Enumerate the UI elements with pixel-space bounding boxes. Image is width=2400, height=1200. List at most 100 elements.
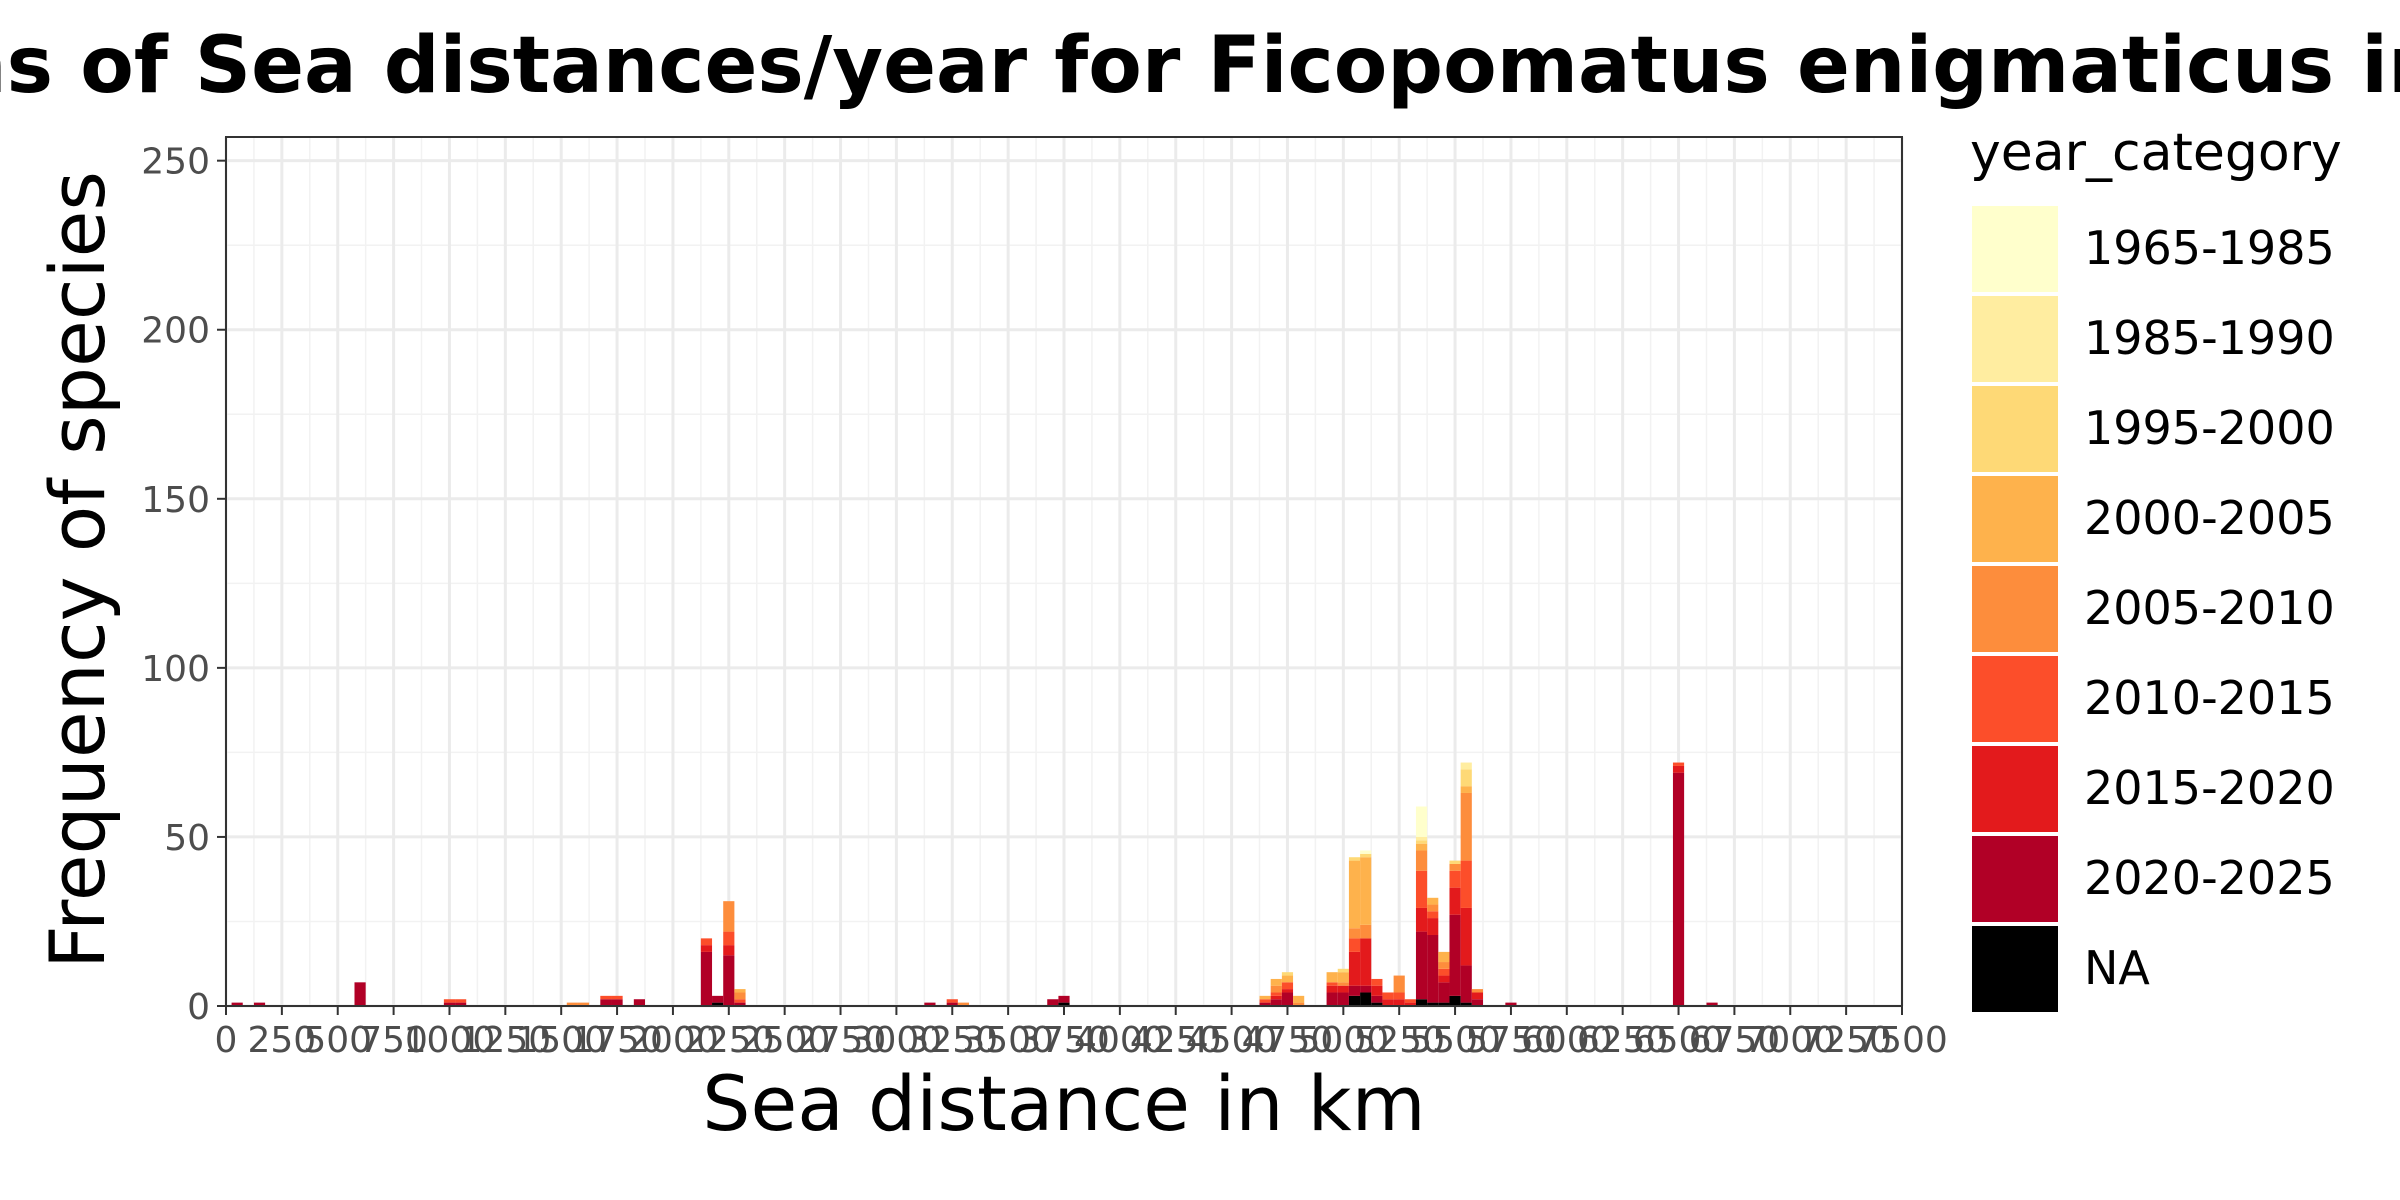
- bar-segment: [947, 999, 958, 1002]
- plot-panel: [226, 137, 1902, 1006]
- y-axis-title: Frequency of species: [33, 171, 122, 969]
- legend-swatch: [1972, 566, 2058, 652]
- bar-segment: [1282, 972, 1293, 975]
- bar-segment: [1427, 935, 1438, 1003]
- bar-segment: [1382, 999, 1393, 1006]
- x-tick-label: 7500: [1856, 1020, 1948, 1061]
- legend-swatch: [1972, 836, 2058, 922]
- bar-segment: [712, 996, 723, 1003]
- bar-segment: [1472, 989, 1483, 992]
- bar-segment: [1338, 986, 1349, 993]
- bar-segment: [611, 999, 622, 1006]
- bar-segment: [1394, 992, 1405, 999]
- bar-segment: [1449, 888, 1460, 915]
- legend-label: 2010-2015: [2084, 671, 2335, 725]
- bar-segment: [1360, 854, 1371, 857]
- bar-segment: [1382, 992, 1393, 999]
- bar-segment: [1427, 911, 1438, 918]
- y-tick-label: 250: [141, 142, 210, 183]
- y-tick-label: 0: [187, 987, 210, 1028]
- legend-label: 2005-2010: [2084, 581, 2335, 635]
- bar-segment: [1416, 837, 1427, 840]
- bar-segment: [1461, 763, 1472, 770]
- bar-segment: [1338, 982, 1349, 985]
- bar-segment: [1394, 999, 1405, 1006]
- bar-segment: [1260, 996, 1271, 999]
- bar-segment: [1438, 969, 1449, 976]
- bar-segment: [1449, 871, 1460, 888]
- bar-segment: [634, 999, 645, 1006]
- legend-label: 1995-2000: [2084, 401, 2335, 455]
- bar-segment: [1461, 908, 1472, 965]
- bar-segment: [1438, 982, 1449, 1002]
- bar-segment: [1271, 979, 1282, 986]
- bar-segment: [444, 999, 455, 1002]
- legend-label: 1965-1985: [2084, 221, 2335, 275]
- bar-segment: [1260, 999, 1271, 1002]
- bar-segment: [1327, 982, 1338, 985]
- bar-segment: [1427, 905, 1438, 912]
- y-tick-label: 150: [141, 480, 210, 521]
- bar-segment: [1293, 996, 1304, 1003]
- bar-segment: [1438, 976, 1449, 983]
- bar-segment: [1449, 861, 1460, 864]
- bar-segment: [1673, 763, 1684, 766]
- bar-segment: [1438, 952, 1449, 962]
- bar-segment: [734, 989, 745, 992]
- bar-segment: [1416, 908, 1427, 932]
- bar-segment: [1449, 996, 1460, 1006]
- bar-segment: [1360, 938, 1371, 985]
- bar-segment: [1427, 918, 1438, 935]
- legend-swatch: [1972, 656, 2058, 742]
- bar-segment: [1327, 986, 1338, 993]
- bar-segment: [1338, 972, 1349, 982]
- y-axis: 050100150200250: [141, 142, 226, 1028]
- legend-swatch: [1972, 296, 2058, 382]
- bar-segment: [1282, 976, 1293, 983]
- bar-segment: [1282, 989, 1293, 992]
- bar-segment: [1461, 769, 1472, 786]
- bar-segment: [723, 945, 734, 955]
- bar-segment: [1349, 986, 1360, 996]
- bar-segment: [1416, 999, 1427, 1006]
- bar-segment: [1449, 915, 1460, 996]
- bar-segment: [1394, 976, 1405, 993]
- bar-segment: [1058, 996, 1069, 1003]
- x-axis-title: Sea distance in km: [702, 1059, 1425, 1148]
- bar-segment: [1427, 898, 1438, 905]
- bar-segment: [701, 945, 712, 952]
- bar-segment: [1371, 986, 1382, 996]
- bar-segment: [1472, 992, 1483, 999]
- bar-segment: [734, 992, 745, 999]
- bar-segment: [723, 932, 734, 946]
- bar-segment: [600, 999, 611, 1006]
- bar-segment: [1327, 992, 1338, 1006]
- bar-segment: [1472, 999, 1483, 1006]
- bar-segment: [701, 952, 712, 1006]
- bar-segment: [1416, 871, 1427, 908]
- bar-segment: [1360, 850, 1371, 853]
- bar-segment: [1349, 952, 1360, 986]
- legend-label: 2000-2005: [2084, 491, 2335, 545]
- bar-segment: [1338, 969, 1349, 972]
- bar-segment: [1416, 932, 1427, 1000]
- x-tick-label: 0: [215, 1020, 238, 1061]
- bar-segment: [1047, 999, 1058, 1006]
- bar-segment: [1349, 928, 1360, 938]
- legend-swatch: [1972, 476, 2058, 562]
- bar-segment: [455, 999, 466, 1002]
- legend-label: NA: [2084, 941, 2150, 995]
- bar-segment: [1282, 982, 1293, 989]
- bar-segment: [1461, 786, 1472, 793]
- bar-segment: [1360, 857, 1371, 925]
- legend-items: 1965-1985 1985-1990 1995-2000 2000-2005 2005…: [1972, 206, 2335, 1012]
- bar-segment: [1371, 996, 1382, 1003]
- bar-segment: [1349, 857, 1360, 860]
- legend-label: 1985-1990: [2084, 311, 2335, 365]
- bar-segment: [1338, 992, 1349, 1006]
- bar-segment: [1271, 992, 1282, 995]
- bar-segment: [1416, 807, 1427, 837]
- bar-segment: [1282, 992, 1293, 1006]
- bar-segment: [1327, 972, 1338, 982]
